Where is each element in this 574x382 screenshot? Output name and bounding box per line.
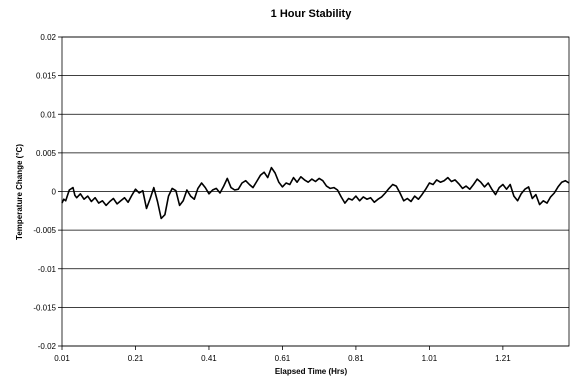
y-tick-label: 0: [52, 188, 57, 197]
temperature-change-line: [61, 166, 570, 220]
x-tick-label: 0.41: [201, 354, 217, 363]
y-tick-label: -0.01: [38, 265, 57, 274]
y-tick-label: -0.02: [38, 342, 57, 351]
y-tick-label: -0.015: [33, 303, 56, 312]
y-axis-label: Temperature Change (°C): [15, 144, 24, 240]
data-series: [61, 166, 570, 220]
x-axis-label: Elapsed Time (Hrs): [275, 367, 348, 376]
y-tick-label: -0.005: [33, 226, 56, 235]
x-tick-label: 0.81: [348, 354, 364, 363]
x-tick-label: 0.61: [275, 354, 291, 363]
y-axis-ticks: 0.02 0.015 0.01 0.005 0 -0.005 -0.01 -0.015 -0.0…: [33, 33, 62, 351]
x-axis-ticks: 0.01 0.21 0.41 0.61 0.81 1.01 1.21: [54, 346, 511, 363]
chart-title: 1 Hour Stability: [271, 8, 353, 20]
y-tick-label: 0.02: [40, 33, 56, 42]
x-tick-label: 1.21: [495, 354, 511, 363]
y-tick-label: 0.005: [36, 149, 57, 158]
y-tick-label: 0.01: [40, 110, 56, 119]
x-tick-label: 0.21: [128, 354, 144, 363]
x-tick-label: 0.01: [54, 354, 70, 363]
x-tick-label: 1.01: [422, 354, 438, 363]
y-tick-label: 0.015: [36, 72, 57, 81]
